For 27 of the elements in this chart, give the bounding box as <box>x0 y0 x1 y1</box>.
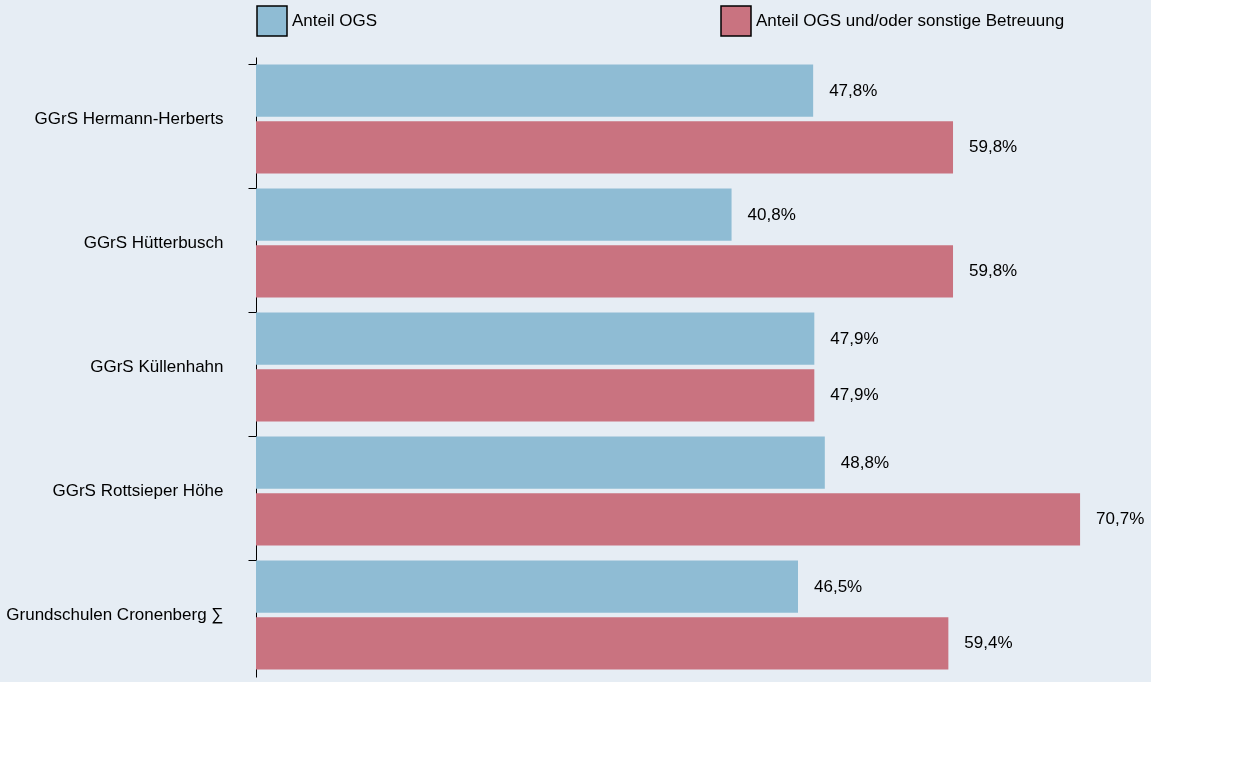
y-tick-label: GGrS Küllenhahn <box>90 357 224 376</box>
data-label: 59,8% <box>969 261 1018 281</box>
y-tick-label: Grundschulen Cronenberg ∑ <box>6 605 224 624</box>
data-label: 47,9% <box>830 385 879 405</box>
bar <box>256 245 954 298</box>
data-label: 47,9% <box>830 328 879 348</box>
bar <box>256 312 815 365</box>
bar <box>256 64 814 117</box>
bar <box>256 617 949 670</box>
y-tick-label: GGrS Rottsieper Höhe <box>52 481 224 500</box>
data-label: 48,8% <box>840 452 890 472</box>
bar <box>256 188 732 241</box>
data-label: 59,8% <box>969 137 1018 157</box>
bar <box>256 493 1081 546</box>
data-label: 59,4% <box>964 633 1013 653</box>
y-tick-label: GGrS Hermann-Herberts <box>34 109 224 128</box>
bar <box>256 369 815 422</box>
bar <box>256 436 825 489</box>
legend-label: Anteil OGS <box>292 11 378 30</box>
data-label: 70,7% <box>1096 509 1145 529</box>
y-tick-label: GGrS Hütterbusch <box>83 233 224 252</box>
bar <box>256 560 798 613</box>
data-label: 47,8% <box>829 80 878 100</box>
data-label: 46,5% <box>814 576 863 596</box>
data-label: 40,8% <box>747 204 796 224</box>
legend-label: Anteil OGS und/oder sonstige Betreuung <box>756 11 1065 30</box>
bar <box>256 121 954 174</box>
